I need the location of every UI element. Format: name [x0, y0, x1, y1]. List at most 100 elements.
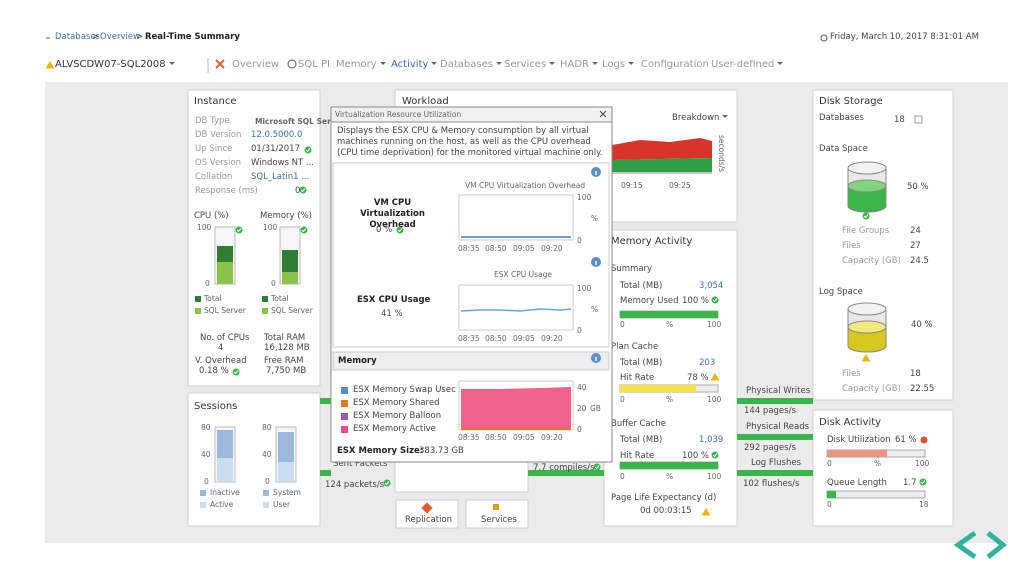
title: Disk Activity — [819, 417, 882, 428]
breadcrumb[interactable]: Real-Time Summary — [145, 32, 240, 42]
menu[interactable]: Breakdown — [672, 113, 728, 124]
rows: Capacity (GB) — [842, 384, 901, 394]
axis: 100 — [707, 320, 722, 329]
x-labels: 09:05 — [513, 244, 535, 253]
nav[interactable]: HADR — [560, 59, 598, 70]
title: Buffer Cache — [611, 419, 666, 429]
sent-label: Sent Packets — [333, 459, 388, 469]
ticks: 0 — [204, 477, 209, 486]
x-labels: 09:05 — [513, 334, 535, 343]
disk-io: 292 pages/s — [744, 443, 796, 453]
title: Log Space — [819, 287, 863, 297]
nav[interactable]: User-defined — [711, 59, 783, 70]
rows: Microsoft SQL Server — [255, 117, 345, 126]
check-icon — [299, 186, 307, 194]
unit: % — [591, 214, 599, 223]
utilization: Disk Utilization — [827, 435, 891, 445]
label: ESX CPU Usage — [357, 295, 431, 305]
util-axis: % — [874, 459, 882, 468]
rows: Hit Rate — [620, 373, 655, 383]
rows: Response (ms) — [195, 186, 258, 196]
breadcrumb[interactable]: Overview — [100, 32, 141, 42]
disk-io: Physical Reads — [746, 422, 810, 432]
warn-icon — [861, 354, 871, 362]
rows: 3,054 — [699, 281, 724, 291]
buttons[interactable]: Services — [481, 515, 517, 525]
nav[interactable]: Databases — [440, 59, 502, 70]
value: 0 % — [376, 225, 393, 235]
rows: File Groups — [842, 226, 890, 236]
breadcrumb[interactable]: Databases — [55, 32, 100, 42]
nav[interactable]: Memory — [336, 59, 386, 70]
legend: Active — [210, 500, 234, 509]
warn-icon — [710, 373, 720, 381]
nav[interactable]: Configuration — [641, 59, 709, 70]
ticks: 20 — [577, 404, 587, 413]
nav[interactable]: Activity — [391, 59, 437, 70]
check-icon — [396, 226, 404, 234]
rows: Total (MB) — [620, 435, 663, 445]
rows: 24 — [910, 226, 921, 236]
title: Virtualization Resource Utilization — [335, 110, 462, 119]
nav[interactable]: Overview — [232, 59, 280, 70]
queue: Queue Length — [827, 478, 887, 488]
databases: 18 — [894, 115, 905, 125]
x-labels: 08:50 — [485, 244, 507, 253]
legend: ESX Memory Swap Usec — [353, 385, 456, 395]
stats: 4 — [218, 343, 224, 353]
x-labels: 09:20 — [541, 433, 563, 442]
check-icon — [593, 463, 601, 471]
rows: OS Version — [195, 158, 242, 168]
nav[interactable]: Logs — [602, 59, 634, 70]
check-icon — [919, 478, 927, 486]
axis: 100 — [707, 472, 722, 481]
title: Workload — [402, 96, 449, 107]
x-labels: 09:05 — [513, 433, 535, 442]
info-icon — [591, 353, 601, 363]
percent: 40 % — [911, 320, 933, 330]
legend: SQL Server — [204, 306, 246, 315]
rows: 100 % — [682, 451, 710, 461]
rows: Total (MB) — [620, 358, 663, 368]
x-labels: 08:50 — [485, 433, 507, 442]
check-icon — [300, 226, 308, 234]
legend: ESX Memory Active — [353, 424, 436, 434]
buttons[interactable]: Replication — [405, 515, 453, 525]
check-icon — [711, 296, 719, 304]
axis: 100 — [707, 395, 722, 404]
legend: Total — [204, 294, 222, 303]
stats: 16,128 MB — [264, 343, 310, 353]
rows: 27 — [910, 241, 921, 251]
check-icon — [711, 451, 719, 459]
ticks: 0 — [577, 425, 582, 434]
description: Displays the ESX CPU & Memory consumptio… — [337, 126, 603, 158]
unit: GB — [590, 404, 601, 413]
instance-selector[interactable]: ALVSCDW07-SQL2008 — [55, 59, 175, 70]
rows: 1,039 — [699, 435, 724, 445]
chart-title: ESX CPU Usage — [494, 270, 553, 279]
legend: SQL Server — [271, 306, 313, 315]
info-icon — [591, 257, 601, 267]
rows: SQL_Latin1 ... — [251, 172, 310, 182]
rows: 100 % — [682, 296, 710, 306]
rows: 18 — [910, 369, 921, 379]
x-labels: 09:20 — [541, 244, 563, 253]
stats: No. of CPUs — [200, 333, 250, 343]
legend: ESX Memory Balloon — [353, 411, 442, 421]
databases: Databases — [819, 113, 864, 123]
utilization: 61 % — [895, 435, 917, 445]
rows: DB Type — [195, 116, 230, 126]
ticks: 40 — [577, 383, 587, 392]
nav[interactable]: SQL PI — [298, 59, 330, 70]
separator: > — [136, 32, 144, 42]
legend: Inactive — [210, 488, 240, 497]
rows: Capacity (GB) — [842, 256, 901, 266]
axis: 0 — [620, 320, 625, 329]
nav[interactable]: Services — [504, 59, 555, 70]
queue-axis: 18 — [919, 500, 929, 509]
size-label: ESX Memory Size: — [337, 446, 424, 456]
stats: V. Overhead — [195, 356, 247, 366]
queue: 1.7 — [903, 478, 917, 488]
rows: 24.5 — [910, 256, 929, 266]
